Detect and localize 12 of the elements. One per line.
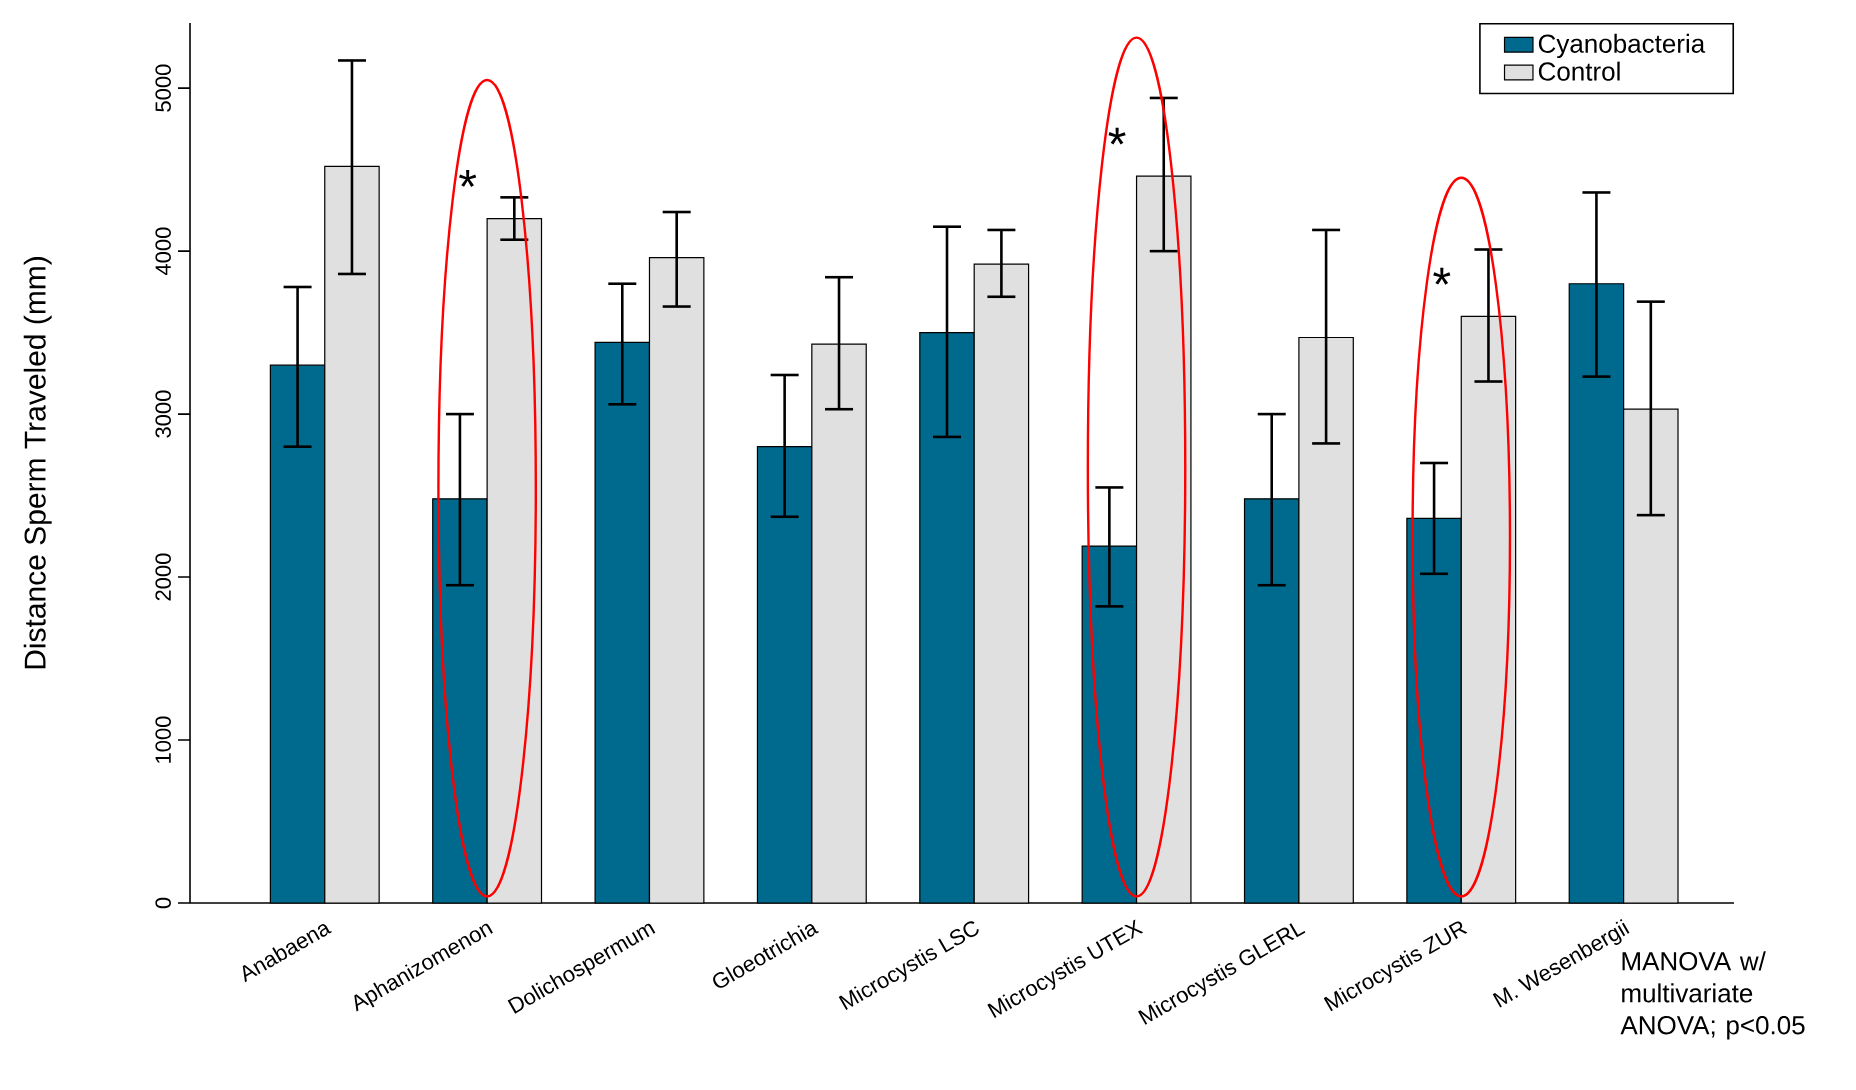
y-axis-title: Distance Sperm Traveled (mm) (23, 257, 52, 669)
y-tick-label: 2000 (155, 553, 171, 601)
legend-label: Cyanobacteria (1538, 33, 1706, 59)
y-tick-label: 4000 (155, 227, 171, 276)
y-tick-label: 1000 (155, 716, 171, 763)
legend-label: Control (1538, 61, 1620, 81)
y-tick-label: 3000 (155, 390, 171, 438)
y-tick-label: 0 (155, 897, 171, 909)
y-tick-label: 5000 (155, 64, 171, 112)
annotation: * (459, 170, 477, 187)
annotation: * (1108, 127, 1126, 145)
annotation: * (1433, 267, 1451, 285)
